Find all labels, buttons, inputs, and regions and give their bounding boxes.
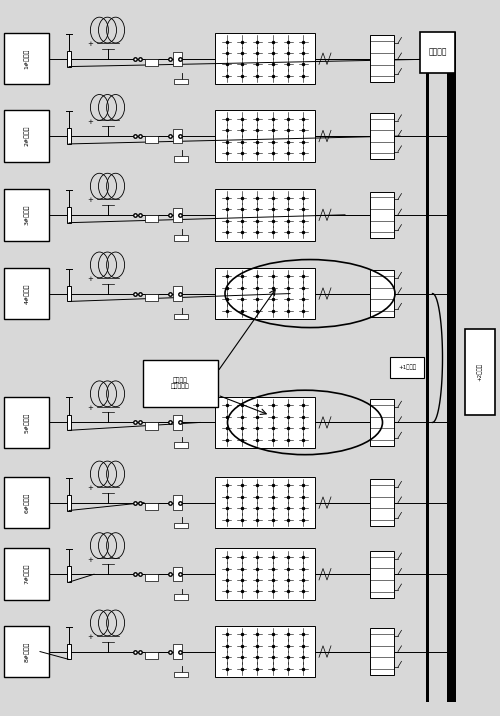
Bar xyxy=(67,207,71,223)
Bar xyxy=(145,136,158,143)
Bar xyxy=(172,286,182,301)
Text: 馆区母线: 馆区母线 xyxy=(428,48,447,57)
Text: +: + xyxy=(87,42,93,47)
Text: +1正母线: +1正母线 xyxy=(398,364,416,370)
Text: +: + xyxy=(87,634,93,640)
Bar xyxy=(215,110,315,162)
Bar xyxy=(174,314,188,319)
Bar xyxy=(145,574,158,581)
Bar xyxy=(145,59,158,66)
Bar xyxy=(420,32,455,73)
Bar xyxy=(174,235,188,241)
Text: 1#整流柜: 1#整流柜 xyxy=(24,49,30,69)
Bar xyxy=(215,548,315,600)
Text: +: + xyxy=(87,557,93,563)
Bar xyxy=(67,644,71,659)
Bar xyxy=(142,360,218,407)
Bar xyxy=(465,329,495,415)
Bar xyxy=(370,191,394,238)
Bar xyxy=(172,52,182,66)
Text: +: + xyxy=(87,485,93,491)
Text: +2正母线: +2正母线 xyxy=(477,363,483,382)
Bar xyxy=(145,503,158,510)
Bar xyxy=(215,626,315,677)
Text: +: + xyxy=(87,119,93,125)
Bar xyxy=(390,357,424,378)
Text: 互相切换
接地连接线: 互相切换 接地连接线 xyxy=(170,377,190,390)
Bar xyxy=(4,548,49,600)
Text: +: + xyxy=(87,198,93,203)
Bar xyxy=(370,35,394,82)
Bar xyxy=(172,644,182,659)
Bar xyxy=(370,270,394,316)
Text: 7#整流柜: 7#整流柜 xyxy=(24,564,30,584)
Text: 6#整流柜: 6#整流柜 xyxy=(24,493,30,513)
Bar xyxy=(174,156,188,162)
Bar xyxy=(370,480,394,526)
Bar xyxy=(215,268,315,319)
Bar xyxy=(426,32,429,702)
Text: 3#整流柜: 3#整流柜 xyxy=(24,205,30,225)
Bar xyxy=(4,33,49,84)
Bar xyxy=(172,129,182,143)
Bar xyxy=(174,594,188,600)
Text: 4#整流柜: 4#整流柜 xyxy=(24,284,30,304)
Text: +: + xyxy=(87,405,93,411)
Text: 8#整流柜: 8#整流柜 xyxy=(24,642,30,662)
Bar xyxy=(4,189,49,241)
Bar xyxy=(4,110,49,162)
Bar xyxy=(172,208,182,222)
Bar xyxy=(370,551,394,597)
Text: 5#整流柜: 5#整流柜 xyxy=(24,412,30,432)
Bar xyxy=(67,415,71,430)
Bar xyxy=(446,32,456,702)
Bar xyxy=(174,672,188,677)
Bar xyxy=(215,189,315,241)
Bar xyxy=(145,422,158,430)
Bar xyxy=(172,495,182,510)
Bar xyxy=(67,566,71,582)
Bar xyxy=(4,268,49,319)
Bar xyxy=(172,567,182,581)
Bar xyxy=(215,33,315,84)
Bar xyxy=(145,294,158,301)
Text: 2#整流柜: 2#整流柜 xyxy=(24,126,30,146)
Bar xyxy=(4,626,49,677)
Bar xyxy=(174,523,188,528)
Bar xyxy=(145,215,158,222)
Bar xyxy=(67,128,71,144)
Text: +: + xyxy=(87,276,93,282)
Bar xyxy=(67,495,71,511)
Bar xyxy=(370,629,394,674)
Bar xyxy=(174,442,188,448)
Bar xyxy=(67,51,71,67)
Bar xyxy=(370,112,394,159)
Bar xyxy=(370,400,394,445)
Bar xyxy=(4,397,49,448)
Bar xyxy=(4,477,49,528)
Bar xyxy=(215,477,315,528)
Bar xyxy=(67,286,71,301)
Bar xyxy=(215,397,315,448)
Bar xyxy=(174,79,188,84)
Bar xyxy=(145,652,158,659)
Bar xyxy=(172,415,182,430)
